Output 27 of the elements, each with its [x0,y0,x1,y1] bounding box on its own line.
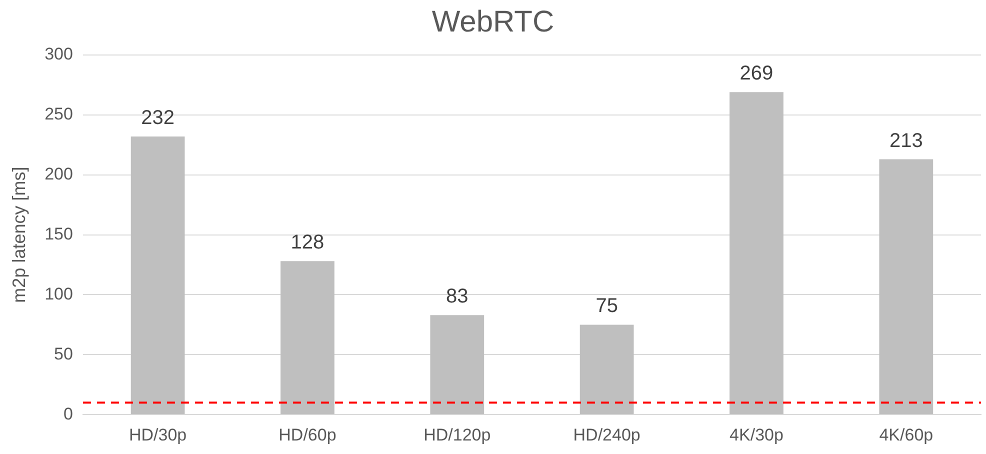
data-label: 232 [141,107,174,130]
data-label: 83 [446,286,468,308]
bar [730,92,784,414]
y-tick-label: 200 [44,164,73,184]
bar [879,159,934,414]
x-tick-label: HD/60p [278,425,336,444]
chart-title: WebRTC [432,5,554,38]
x-tick-label: 4K/30p [730,425,784,444]
y-tick-label: 250 [44,104,73,124]
y-tick-label: 150 [44,224,73,244]
y-tick-label: 300 [44,44,73,64]
data-label: 213 [889,130,923,152]
bar [430,315,484,414]
x-tick-label: HD/240p [573,425,640,444]
bar [280,261,334,414]
bar [580,324,634,414]
data-label: 75 [596,295,618,318]
bar [130,136,185,414]
x-tick-label: HD/120p [424,425,491,444]
y-tick-label: 100 [44,284,73,304]
data-label: 269 [740,62,774,85]
x-tick-label: HD/30p [128,425,187,444]
x-tick-label: 4K/60p [879,425,934,444]
data-label: 128 [290,232,324,254]
y-axis-title: m2p latency [ms] [8,166,29,303]
y-tick-label: 0 [63,404,73,424]
y-tick-label: 50 [54,344,73,364]
